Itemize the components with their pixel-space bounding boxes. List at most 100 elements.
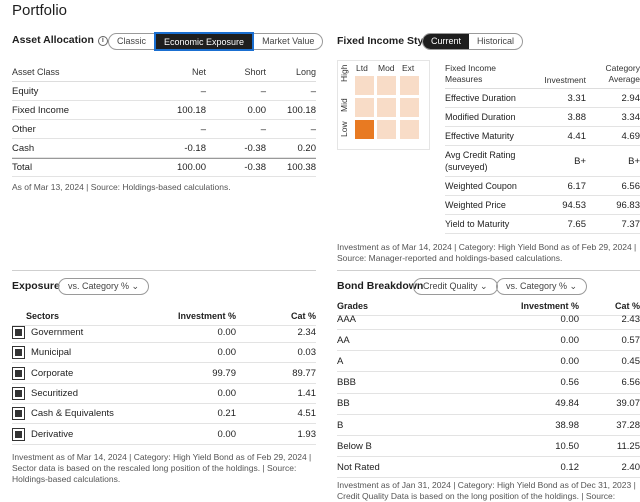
- sector-cell: Cash & Equivalents: [12, 407, 152, 421]
- table-row: Effective Maturity 4.41 4.69: [445, 127, 640, 146]
- sector-investment: 0.00: [217, 387, 237, 399]
- measure-category: 7.37: [621, 218, 640, 230]
- grade-name: B: [337, 419, 344, 431]
- asset-net-value: 100.18: [176, 104, 206, 116]
- style-cell-low-ext: [400, 120, 419, 139]
- municipal-icon: [12, 346, 25, 360]
- asset-allocation-view-toggle: Classic Economic Exposure Market Value: [108, 32, 324, 51]
- sector-investment: 99.79: [212, 367, 236, 379]
- asset-long-value: –: [310, 85, 316, 97]
- credit-quality-dropdown[interactable]: Credit Quality ⌄: [413, 278, 498, 295]
- col-net: Net: [191, 67, 206, 77]
- view-current-button[interactable]: Current: [423, 34, 470, 49]
- exposure-header-row: Sectors Investment % Cat %: [12, 307, 316, 326]
- chevron-down-icon: ⌄: [131, 281, 140, 291]
- table-row: Government 0.00 2.34: [12, 323, 316, 343]
- credit-quality-label: Credit Quality: [423, 281, 478, 291]
- col-bond-cat-pct: Cat %: [614, 301, 640, 311]
- government-icon: [12, 326, 25, 339]
- grade-name: AA: [337, 334, 350, 346]
- asset-net-value: –: [200, 123, 206, 135]
- bond-breakdown-footnote: Investment as of Jan 31, 2024 | Category…: [337, 480, 636, 501]
- fixed-income-view-toggle: Current Historical: [422, 33, 524, 50]
- grade-investment: 0.00: [560, 355, 580, 367]
- grade-name: A: [337, 355, 344, 367]
- table-row: Total 100.00 -0.38 100.38: [12, 158, 316, 177]
- asset-class-name: Fixed Income: [12, 104, 70, 116]
- view-historical-button[interactable]: Historical: [477, 36, 515, 46]
- sector-investment: 0.00: [217, 428, 237, 440]
- grade-name: Not Rated: [337, 461, 380, 473]
- style-cell-mid-ltd: [355, 98, 374, 117]
- measure-investment: 7.65: [567, 218, 587, 230]
- sector-cell: Government: [12, 326, 152, 339]
- asset-allocation-header-row: Asset Class Net Short Long: [12, 63, 316, 82]
- asset-short-value: -0.38: [244, 162, 266, 173]
- sector-investment: 0.00: [217, 347, 237, 359]
- style-col-ext: Ext: [402, 63, 415, 73]
- securitized-icon: [12, 386, 25, 400]
- table-row: Other – – –: [12, 120, 316, 139]
- style-cell-low-ltd: [355, 120, 374, 139]
- sector-name: Securitized: [31, 387, 78, 399]
- col-sectors: Sectors: [26, 311, 60, 321]
- sector-investment: 0.00: [217, 327, 237, 338]
- measure-investment: 3.31: [567, 92, 587, 104]
- grade-investment: 38.98: [555, 419, 579, 431]
- col-grades: Grades: [337, 301, 369, 311]
- col-investment: Investment: [544, 75, 586, 85]
- asset-short-value: –: [260, 123, 266, 135]
- sector-cell: Corporate: [12, 366, 152, 380]
- fixed-income-footnote: Investment as of Mar 14, 2024 | Category…: [337, 242, 637, 263]
- asset-short-value: 0.00: [247, 104, 267, 116]
- sector-investment: 0.21: [217, 408, 237, 420]
- grade-investment: 0.12: [560, 461, 580, 473]
- col-cat-pct: Cat %: [290, 311, 316, 321]
- measure-investment: 3.88: [567, 111, 587, 123]
- grade-cat: 0.57: [621, 334, 640, 346]
- measure-investment: 4.41: [567, 130, 587, 142]
- bond-compare-label: vs. Category %: [506, 281, 568, 291]
- chevron-down-icon: ⌄: [569, 281, 578, 291]
- measure-name: Modified Duration: [445, 112, 516, 122]
- grade-investment: 49.84: [555, 398, 579, 410]
- col-asset-class: Asset Class: [12, 67, 60, 77]
- asset-long-value: 100.38: [286, 162, 316, 173]
- sector-cat: 2.34: [297, 327, 317, 338]
- table-row: A 0.00 0.45: [337, 351, 640, 373]
- sector-cell: Securitized: [12, 386, 152, 400]
- view-classic-button[interactable]: Classic: [117, 36, 147, 46]
- bond-compare-dropdown[interactable]: vs. Category % ⌄: [496, 278, 588, 295]
- asset-short-value: -0.38: [244, 142, 266, 154]
- grade-name: AAA: [337, 313, 357, 325]
- table-row: Fixed Income 100.18 0.00 100.18: [12, 101, 316, 120]
- measure-name: Weighted Price: [445, 200, 506, 210]
- grade-cat: 6.56: [621, 377, 640, 389]
- sector-name: Corporate: [31, 367, 74, 379]
- sector-name: Government: [31, 327, 84, 338]
- col-long: Long: [295, 67, 316, 77]
- col-category-average: Category Average: [605, 63, 640, 84]
- asset-net-value: –: [200, 85, 206, 97]
- table-row: AAA 0.00 2.43: [337, 309, 640, 330]
- view-economic-exposure-button[interactable]: Economic Exposure: [154, 32, 255, 51]
- sector-cat: 4.51: [297, 408, 317, 420]
- corporate-icon: [12, 366, 25, 380]
- measure-name: Weighted Coupon: [445, 181, 517, 191]
- bond-header-row: Grades Investment % Cat %: [337, 297, 640, 316]
- asset-long-value: 0.20: [297, 142, 317, 154]
- measure-investment: 6.17: [567, 180, 587, 192]
- measure-name: Avg Credit Rating (surveyed): [445, 150, 516, 172]
- measure-category: 6.56: [621, 180, 640, 192]
- table-row: Securitized 0.00 1.41: [12, 384, 316, 404]
- info-icon[interactable]: i: [97, 36, 108, 46]
- grade-investment: 0.56: [560, 377, 580, 389]
- view-market-value-button[interactable]: Market Value: [262, 36, 315, 46]
- measure-name: Effective Duration: [445, 93, 516, 103]
- sector-cell: Municipal: [12, 346, 152, 360]
- asset-allocation-title-text: Asset Allocation: [12, 34, 94, 46]
- fixed-income-style-title: Fixed Income Style: [337, 35, 433, 47]
- exposure-compare-dropdown[interactable]: vs. Category % ⌄: [58, 278, 150, 295]
- style-cell-low-mod: [377, 120, 396, 139]
- chevron-down-icon: ⌄: [480, 281, 488, 291]
